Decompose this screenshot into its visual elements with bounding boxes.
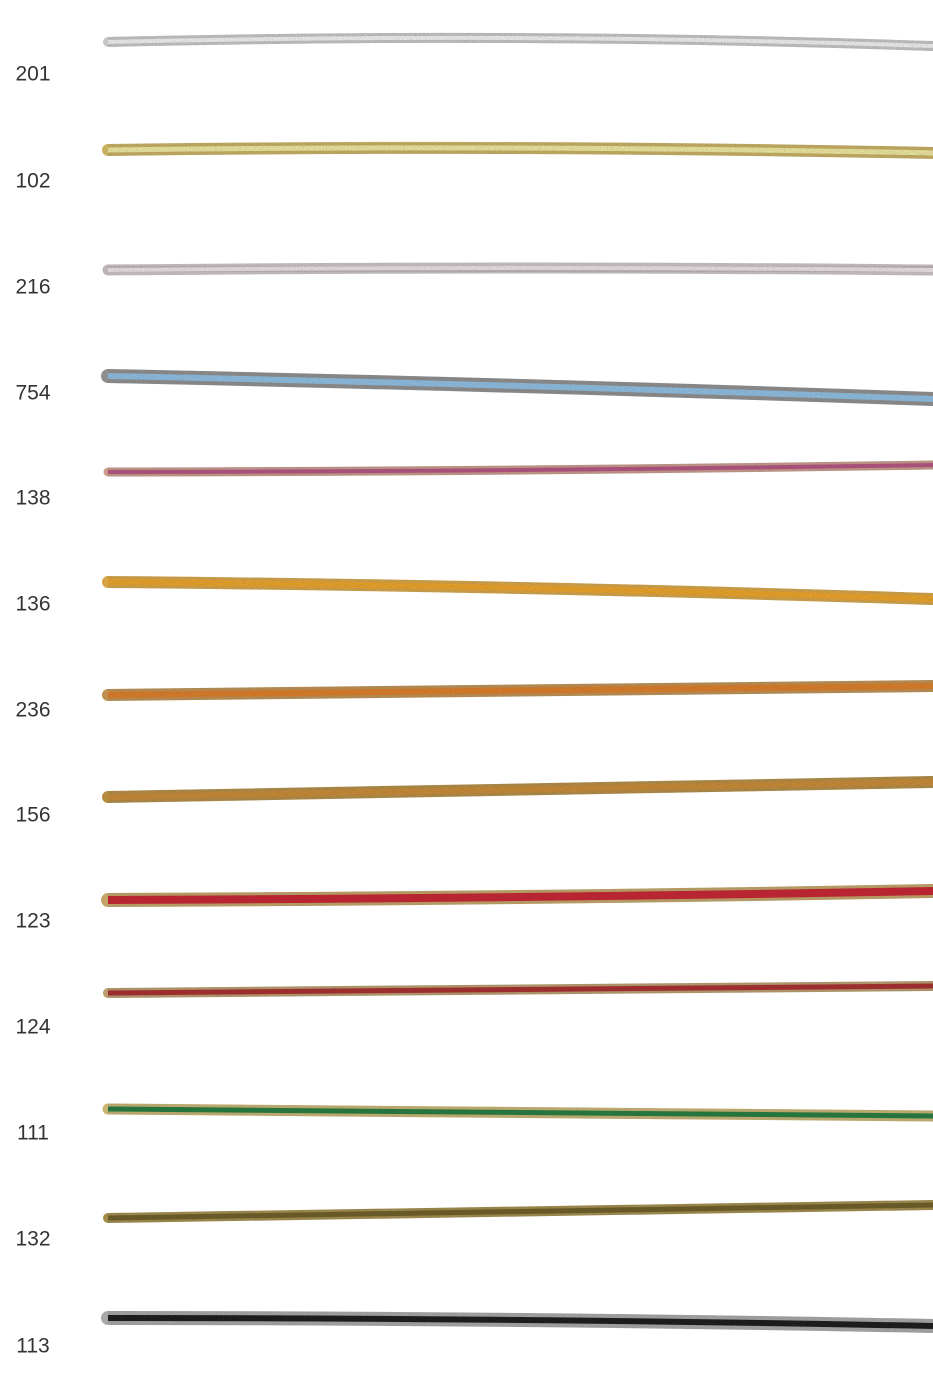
- swatch: 236: [15, 680, 933, 722]
- cord-glitter: [107, 369, 933, 406]
- swatch-label: 102: [15, 170, 50, 193]
- swatch-label: 754: [15, 382, 50, 405]
- swatch-label: 123: [15, 910, 50, 933]
- cord-glitter: [107, 460, 933, 477]
- cord-glitter: [107, 776, 933, 803]
- cord-glitter: [107, 680, 933, 701]
- swatch-label: 138: [15, 487, 50, 510]
- swatch: 136: [15, 576, 933, 616]
- swatch: 111: [17, 1103, 933, 1145]
- swatch-label: 156: [15, 804, 50, 827]
- swatch: 216: [15, 262, 933, 299]
- cord-glitter: [107, 262, 933, 276]
- swatch-label: 124: [15, 1016, 50, 1039]
- swatch-label: 216: [15, 276, 50, 299]
- swatch: 754: [15, 369, 933, 406]
- cord-glitter: [107, 576, 933, 605]
- swatch-label: 201: [15, 63, 50, 86]
- swatch: 113: [16, 1311, 933, 1358]
- swatch: 156: [15, 776, 933, 827]
- swatch: 138: [15, 460, 933, 510]
- cord-glitter: [107, 32, 933, 51]
- swatch: 123: [15, 884, 933, 933]
- swatch: 132: [15, 1200, 933, 1251]
- swatch: 201: [15, 32, 933, 86]
- cord-glitter: [107, 1200, 933, 1223]
- swatch-label: 136: [15, 593, 50, 616]
- swatch: 124: [15, 981, 933, 1039]
- cord-glitter: [107, 981, 933, 998]
- cord-glitter: [107, 1103, 933, 1122]
- swatch-label: 113: [16, 1335, 49, 1358]
- swatch-label: 111: [17, 1122, 49, 1145]
- swatch: 102: [15, 141, 933, 193]
- cord-glitter: [107, 1311, 933, 1333]
- cord-glitter: [107, 141, 933, 159]
- cord-glitter: [107, 884, 933, 907]
- swatch-label: 236: [15, 699, 50, 722]
- swatch-label: 132: [15, 1228, 50, 1251]
